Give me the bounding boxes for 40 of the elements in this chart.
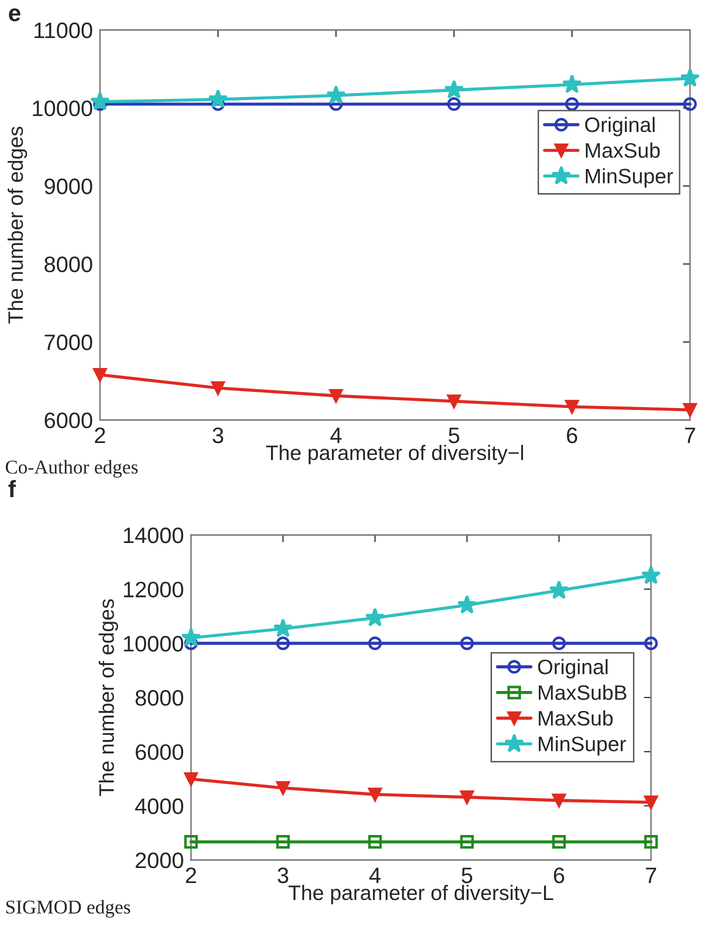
y-tick-label: 4000 bbox=[135, 798, 184, 814]
x-tick-label: 4 bbox=[369, 868, 381, 884]
x-tick-label: 7 bbox=[684, 428, 696, 444]
y-tick-label: 6000 bbox=[136, 744, 184, 760]
y-tick-label: 11000 bbox=[34, 22, 92, 38]
x-tick-label: 7 bbox=[646, 868, 656, 884]
x-tick-label: 3 bbox=[212, 428, 224, 444]
legend-label: MinSuper bbox=[586, 168, 673, 188]
y-axis-title: The number of edges bbox=[98, 599, 118, 796]
chart-title: e bbox=[8, 8, 20, 22]
x-tick-label: 2 bbox=[186, 868, 196, 884]
y-tick-label: 10000 bbox=[124, 636, 184, 652]
y-tick-label: 12000 bbox=[124, 582, 184, 598]
legend-label: MinSuper bbox=[538, 736, 626, 756]
y-tick-label: 6000 bbox=[44, 412, 92, 428]
y-tick-label: 9000 bbox=[44, 178, 92, 194]
legend-label: MaxSub bbox=[586, 142, 660, 158]
y-tick-label: 10000 bbox=[32, 100, 92, 116]
x-axis-title: The parameter of diversity−L bbox=[288, 884, 554, 904]
x-tick-label: 5 bbox=[462, 868, 472, 884]
text: SIGMOD edges bbox=[6, 900, 130, 918]
x-tick-label: 5 bbox=[448, 428, 460, 444]
y-axis-title: The number of edges bbox=[8, 126, 28, 324]
y-tick-label: 14000 bbox=[124, 528, 184, 544]
x-axis-title: The parameter of diversity−l bbox=[266, 444, 524, 464]
x-tick-label: 2 bbox=[94, 428, 106, 444]
y-tick-label: 2000 bbox=[136, 852, 184, 868]
chart-title: f bbox=[8, 480, 16, 498]
legend-label: MaxSub bbox=[538, 710, 613, 726]
legend-label: MaxSubB bbox=[538, 684, 626, 700]
legend-label: Original bbox=[538, 659, 608, 678]
x-tick-label: 6 bbox=[554, 868, 564, 884]
text: Co-Author edges bbox=[6, 460, 138, 478]
legend-label: Original bbox=[585, 116, 655, 136]
y-tick-label: 7000 bbox=[44, 334, 92, 350]
x-tick-label: 4 bbox=[330, 428, 342, 444]
x-tick-label: 3 bbox=[278, 868, 288, 884]
y-tick-label: 8000 bbox=[136, 690, 184, 706]
y-tick-label: 8000 bbox=[44, 256, 92, 272]
x-tick-label: 6 bbox=[566, 428, 578, 444]
